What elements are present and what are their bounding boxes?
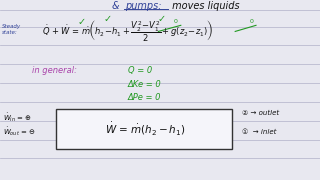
Text: ΔKe = 0: ΔKe = 0 [128, 80, 162, 89]
Text: $\dot{W}_{out}$ = ⊖: $\dot{W}_{out}$ = ⊖ [3, 125, 36, 138]
Text: ② → outlet: ② → outlet [242, 110, 279, 116]
Text: ①  → inlet: ① → inlet [242, 129, 276, 135]
Text: &: & [112, 1, 123, 11]
FancyBboxPatch shape [56, 109, 232, 149]
Text: pumps:: pumps: [125, 1, 161, 11]
Text: ✓: ✓ [77, 17, 86, 27]
Text: in general:: in general: [32, 66, 77, 75]
Text: ΔPe = 0: ΔPe = 0 [128, 93, 162, 102]
Text: moves liquids: moves liquids [169, 1, 240, 11]
Text: 0: 0 [173, 19, 177, 24]
Text: $\dot{W}$ = $\dot{m}(h_2 - h_1)$: $\dot{W}$ = $\dot{m}(h_2 - h_1)$ [105, 120, 186, 137]
Text: 0: 0 [249, 19, 253, 24]
Text: Steady
state:: Steady state: [2, 24, 21, 35]
Text: $\dot{Q}$ + $\dot{W}$ = $\dot{m}\!\left(h_2\!-\!h_1 + \dfrac{V_2^2\!-\!V_1^2}{2}: $\dot{Q}$ + $\dot{W}$ = $\dot{m}\!\left(… [42, 19, 213, 44]
Text: Q = 0: Q = 0 [128, 66, 152, 75]
Text: ✓: ✓ [103, 14, 111, 24]
Text: $\dot{W}_{in}$ = ⊕: $\dot{W}_{in}$ = ⊕ [3, 111, 32, 124]
Text: ✓: ✓ [157, 14, 166, 24]
